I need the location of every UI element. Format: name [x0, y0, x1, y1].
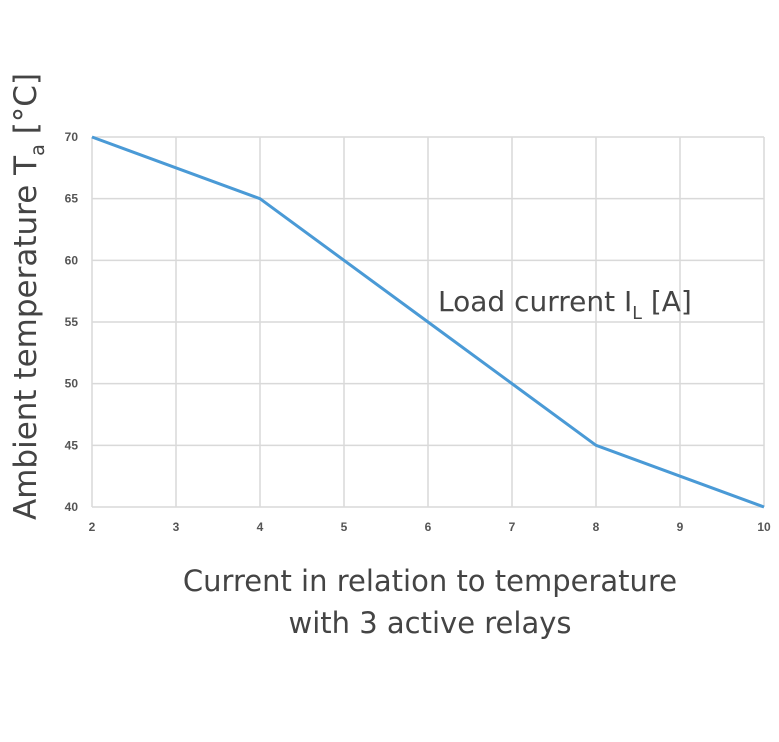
caption-line-1: Current in relation to temperature — [182, 564, 678, 598]
x-tick-label: 10 — [757, 520, 771, 534]
annotation-label: Load current IL [A] — [438, 285, 692, 324]
y-tick-label: 50 — [65, 377, 79, 391]
x-axis-ticks: 2 3 4 5 6 7 8 9 10 — [89, 520, 771, 534]
y-tick-label: 55 — [65, 315, 79, 329]
x-tick-label: 2 — [89, 520, 96, 534]
x-tick-label: 9 — [677, 520, 684, 534]
caption-line-2: with 3 active relays — [288, 606, 572, 640]
y-tick-label: 60 — [65, 253, 79, 267]
x-tick-label: 6 — [425, 520, 432, 534]
x-tick-label: 4 — [257, 520, 264, 534]
y-tick-label: 70 — [65, 130, 79, 144]
y-axis-ticks: 40 45 50 55 60 65 70 — [65, 130, 79, 514]
y-tick-label: 45 — [65, 438, 79, 452]
y-tick-label: 65 — [65, 192, 79, 206]
x-tick-label: 3 — [173, 520, 180, 534]
x-tick-label: 5 — [341, 520, 348, 534]
y-tick-label: 40 — [65, 500, 79, 514]
chart-caption: Current in relation to temperature with … — [150, 560, 710, 644]
x-tick-label: 7 — [509, 520, 516, 534]
series-line — [91, 135, 765, 509]
x-tick-label: 8 — [593, 520, 600, 534]
y-axis-label: Ambient temperature Ta [°C] — [8, 73, 49, 520]
